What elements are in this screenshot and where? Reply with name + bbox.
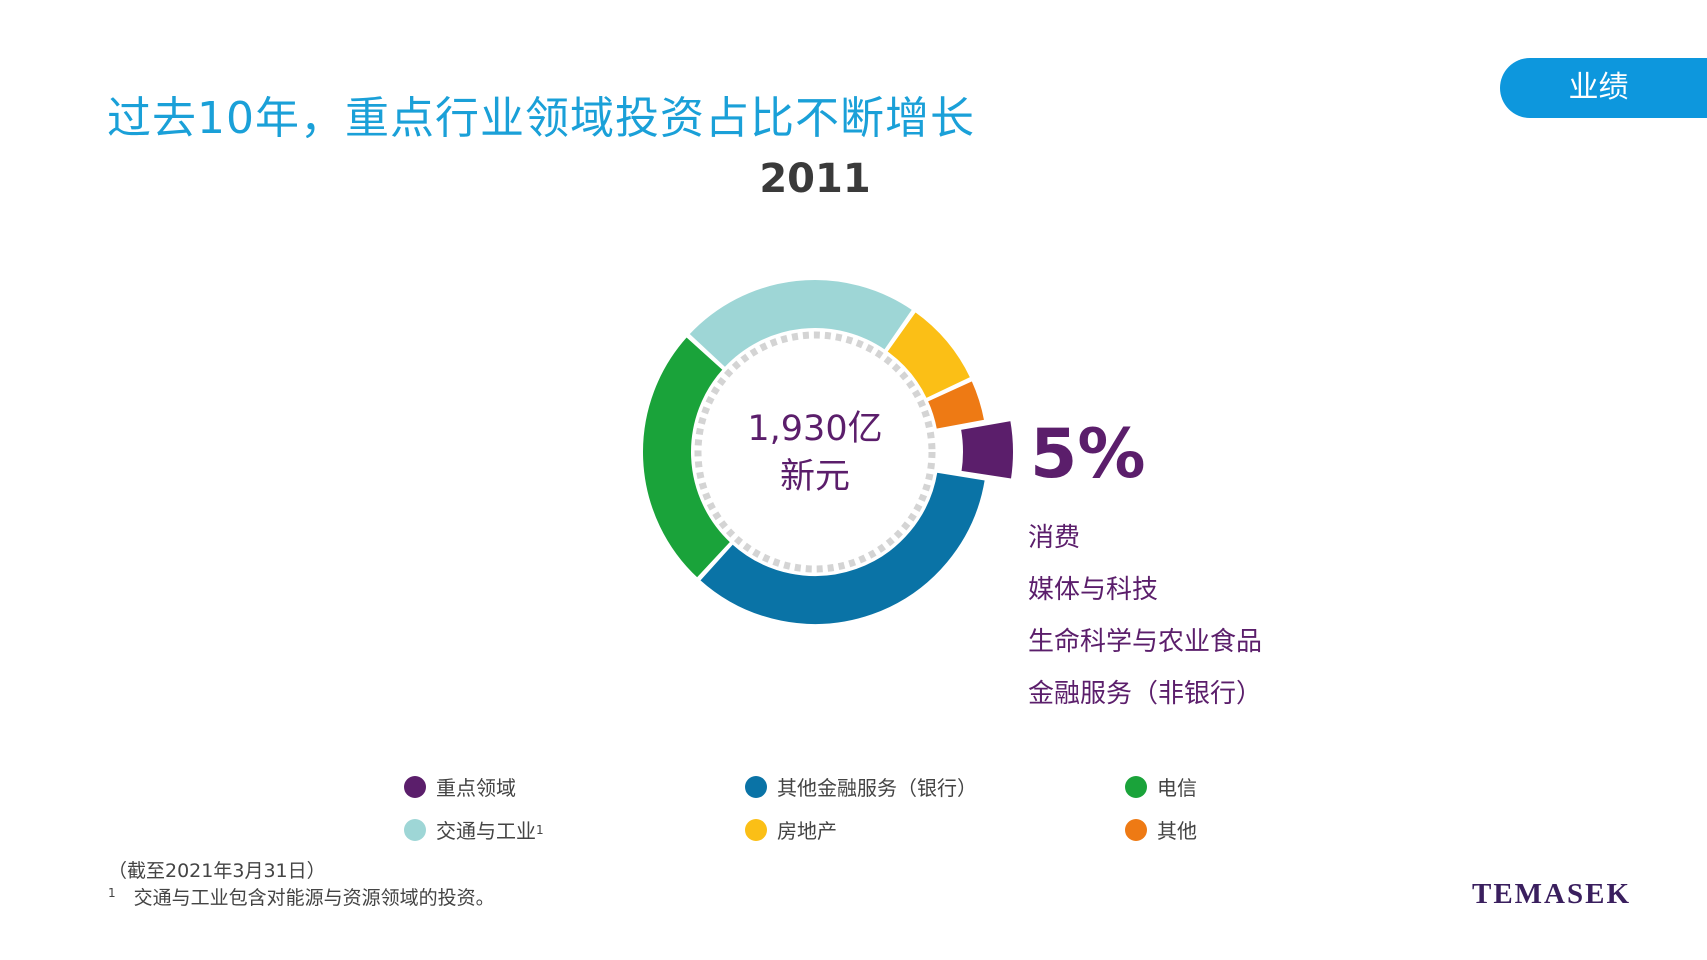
footnote-number: 1: [108, 885, 116, 900]
legend-swatch: [404, 775, 426, 798]
donut-slice-1: [958, 418, 1015, 481]
legend-item-other-financial: 其他金融服务（银行）: [745, 772, 977, 801]
legend-label: 其他金融服务（银行）: [777, 776, 977, 800]
legend-label: 交通与工业: [436, 819, 536, 843]
legend-swatch: [745, 775, 767, 798]
donut-slice-6: [925, 378, 987, 431]
legend-swatch: [745, 818, 767, 841]
legend-item-real-estate: 房地产: [745, 815, 837, 844]
inner-dotted-ring: [694, 331, 936, 573]
chart-center-label: 1,930亿 新元: [715, 405, 915, 501]
chart-year-title: 2011: [759, 156, 871, 202]
donut-slice-3: [641, 334, 733, 581]
sector-item: 消费: [1028, 523, 1081, 553]
section-tab[interactable]: 业绩: [1500, 58, 1707, 118]
footnote-text: 交通与工业包含对能源与资源领域的投资。: [133, 887, 495, 909]
total-value: 1,930亿: [747, 409, 883, 449]
legend-swatch: [404, 818, 426, 841]
legend-label: 房地产: [777, 819, 837, 843]
highlight-percentage: 5%: [1030, 415, 1146, 494]
footnote-marker: 1: [536, 822, 544, 837]
legend-label: 其他: [1157, 819, 1197, 843]
legend-item-other: 其他: [1125, 815, 1197, 844]
page-title: 过去10年，重点行业领域投资占比不断增长: [107, 93, 975, 144]
legend-label: 重点领域: [436, 776, 516, 800]
footnote: 1 交通与工业包含对能源与资源领域的投资。: [108, 883, 495, 910]
sector-item: 生命科学与农业食品: [1028, 627, 1263, 657]
legend-item-key-sectors: 重点领域: [404, 772, 516, 801]
donut-slice-4: [686, 278, 915, 370]
legend-swatch: [1125, 775, 1147, 798]
highlight-sector-list: 消费 媒体与科技 生命科学与农业食品 金融服务（非银行）: [1028, 525, 1262, 733]
legend-label: 电信: [1157, 776, 1197, 800]
total-unit: 新元: [779, 457, 850, 497]
legend-item-telecom: 电信: [1125, 772, 1197, 801]
legend-swatch: [1125, 818, 1147, 841]
sector-item: 媒体与科技: [1028, 575, 1159, 605]
sector-item: 金融服务（非银行）: [1028, 679, 1263, 709]
donut-slice-2: [697, 470, 987, 626]
as-of-note: （截至2021年3月31日）: [108, 860, 326, 882]
legend-item-transport: 交通与工业 1: [404, 815, 544, 844]
donut-slice-5: [884, 309, 973, 401]
temasek-logo: TEMASEK: [1472, 878, 1632, 910]
